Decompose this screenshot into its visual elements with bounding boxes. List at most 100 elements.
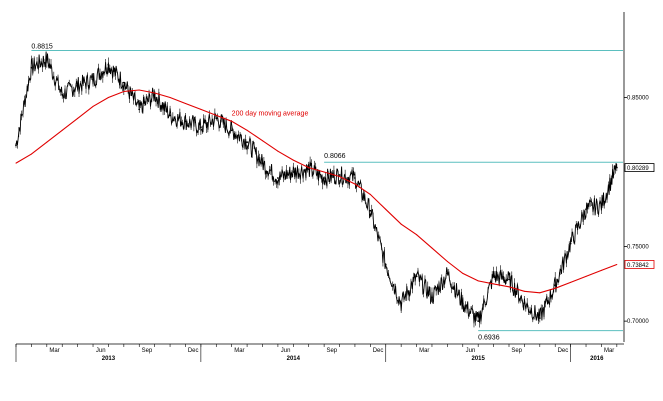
moving-average-point — [508, 286, 510, 288]
moving-average-point — [585, 275, 587, 277]
price-point — [415, 275, 418, 278]
price-point — [246, 141, 249, 144]
x-tick-label: Dec — [558, 348, 569, 354]
y-tick-label: 0.85000 — [627, 95, 649, 101]
moving-average-point — [570, 281, 572, 283]
price-point — [15, 144, 17, 147]
last-price-box — [624, 163, 655, 172]
moving-average-point — [292, 159, 294, 161]
moving-average-point — [246, 129, 248, 131]
moving-average-point — [138, 89, 140, 91]
price-point — [169, 114, 172, 117]
price-point — [215, 117, 218, 120]
x-tick-label: Dec — [373, 348, 384, 354]
y-axis: 0.70000 0.75000 0.85000 — [623, 12, 649, 342]
moving-average-point — [600, 269, 602, 271]
price-point — [369, 209, 372, 212]
price-point — [446, 272, 449, 275]
moving-average-point — [30, 153, 32, 155]
x-tick-label: Mar — [419, 348, 429, 354]
price-point — [153, 93, 156, 96]
x-tick-label: Sep — [326, 348, 337, 354]
moving-average-point — [215, 114, 217, 116]
price-point — [138, 108, 141, 111]
price-point — [261, 162, 264, 165]
x-axis: Mar Jun Sep Dec Mar Jun Sep Dec Mar Jun Sep Dec Mar2… — [15, 343, 624, 362]
price-point — [384, 263, 387, 266]
moving-average-point — [369, 193, 371, 195]
moving-average-point — [385, 208, 387, 210]
price-point — [508, 278, 510, 281]
price-point — [45, 57, 48, 60]
moving-average-point — [416, 234, 418, 236]
moving-average-point — [77, 117, 79, 119]
moving-average-point — [354, 183, 356, 185]
x-tick-label: Jun — [466, 348, 476, 354]
last-value-labels: 0.80289 0.73842 — [624, 163, 655, 269]
moving-average-point — [323, 171, 325, 173]
moving-average-point — [462, 272, 464, 274]
moving-average-point — [262, 140, 263, 142]
moving-average-point — [107, 97, 109, 98]
moving-average-point — [46, 141, 48, 143]
price-point — [292, 171, 295, 173]
moving-average-label: 200 day moving average — [232, 110, 309, 117]
moving-average-point — [231, 120, 233, 122]
annotations: 0.8815 0.8066 0.6936 200 day moving average — [31, 44, 499, 342]
price-point — [122, 81, 125, 84]
moving-average-point — [308, 167, 310, 169]
price-point — [461, 302, 464, 305]
moving-average-point — [523, 290, 525, 292]
price-point — [400, 302, 403, 305]
price-point — [230, 129, 233, 132]
moving-average-point — [92, 105, 94, 107]
moving-average-point — [400, 223, 402, 225]
moving-average-point — [477, 280, 479, 282]
price-line — [15, 51, 618, 324]
price-point — [323, 177, 325, 179]
price-point — [523, 302, 526, 305]
price-point — [431, 296, 433, 299]
price-point — [492, 275, 495, 278]
moving-average-point — [200, 108, 202, 110]
last-price-label: 0.80289 — [627, 166, 649, 172]
price-point — [538, 317, 541, 319]
moving-average-point — [616, 264, 618, 265]
moving-average-point — [339, 176, 340, 177]
x-tick-label: Jun — [96, 348, 106, 354]
x-tick-label: Sep — [511, 348, 522, 354]
annotation-mid: 0.8066 — [324, 153, 346, 160]
y-tick-label: 0.70000 — [627, 319, 649, 325]
moving-average-series — [15, 89, 618, 294]
x-tick-label: Mar — [604, 348, 614, 354]
moving-average-point — [185, 103, 186, 104]
moving-average-point — [446, 261, 448, 262]
year-label: 2014 — [287, 356, 301, 362]
price-point — [307, 168, 310, 171]
price-point — [92, 78, 94, 81]
moving-average-point — [154, 92, 156, 94]
price-point — [615, 166, 618, 169]
price-point — [30, 66, 33, 69]
x-tick-label: Mar — [234, 348, 244, 354]
y-tick-label: 0.75000 — [627, 245, 649, 251]
moving-average-point — [277, 150, 279, 152]
price-point — [338, 174, 341, 176]
moving-average-point — [554, 287, 556, 289]
moving-average-point — [15, 162, 17, 164]
price-point — [107, 63, 110, 66]
last-ma-box — [624, 260, 655, 269]
x-tick-label: Sep — [142, 348, 153, 354]
last-ma-label: 0.73842 — [627, 263, 649, 269]
price-point — [569, 242, 572, 245]
price-point — [61, 93, 64, 96]
moving-average-point — [493, 283, 495, 285]
moving-average-point — [169, 97, 171, 98]
x-tick-label: Mar — [49, 348, 59, 354]
price-point — [184, 120, 187, 123]
annotation-high: 0.8815 — [31, 44, 53, 51]
price-point — [585, 208, 587, 211]
x-tick-label: Jun — [281, 348, 291, 354]
